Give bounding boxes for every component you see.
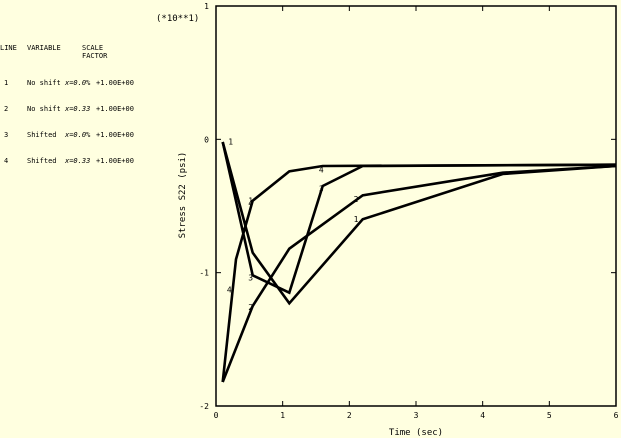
series-marker-label: 4 [319, 166, 324, 175]
legend-line-number: 4 [4, 156, 9, 165]
series-marker-label: 4 [248, 199, 253, 208]
series-marker-label: 2 [354, 195, 359, 204]
y-tick-label: -2 [199, 402, 209, 411]
series-marker-label: 2 [248, 303, 253, 312]
legend-row: 2 No shift x=0.33 +1.00E+00 [0, 105, 134, 114]
x-tick-label: 5 [547, 411, 552, 420]
legend-variable: Shifted [27, 130, 57, 139]
y-tick-label: -1 [199, 269, 209, 278]
legend-row: 1 No shift x=0.0% +1.00E+00 [0, 79, 134, 88]
legend-row: 4 Shifted x=0.33 +1.00E+00 [0, 156, 134, 166]
series-marker-label: 4 [227, 286, 232, 295]
legend-header-factor: FACTOR [82, 52, 108, 61]
legend-x: x=0.0% [65, 130, 91, 139]
axis-layer: 0 1 2 3 4 5 6 1 0 -1 -2 [199, 2, 618, 420]
legend-x: x=0.33 [65, 105, 91, 114]
legend-header-variable: VARIABLE [27, 44, 61, 53]
legend-line-number: 3 [4, 130, 9, 139]
series-line-2 [221, 164, 617, 383]
legend-scale-factor: +1.00E+00 [96, 156, 134, 165]
series-marker-label: 3 [248, 274, 253, 283]
chart-legend: LINE VARIABLE SCALE FACTOR 1 No shift x=… [0, 27, 134, 174]
series-marker-label: 3 [319, 184, 324, 193]
x-tick-label: 3 [414, 411, 419, 420]
legend-x: x=0.33 [65, 156, 91, 165]
legend-scale-factor: +1.00E+00 [96, 105, 134, 114]
y-tick-label: 0 [204, 135, 209, 144]
x-tick-label: 4 [480, 411, 485, 420]
series-layer [221, 141, 617, 383]
legend-line-number: 1 [4, 79, 9, 88]
y-axis-label: Stress S22 (psi) [178, 152, 188, 239]
x-tick-label: 6 [614, 411, 619, 420]
legend-variable: Shifted [27, 156, 57, 165]
x-tick-label: 2 [347, 411, 352, 420]
series-marker-label: 1 [248, 196, 253, 205]
x-tick-label: 1 [280, 411, 285, 420]
series-marker-label: 1 [228, 138, 233, 147]
legend-header-line: LINE [0, 44, 17, 53]
series-line-4 [221, 163, 617, 383]
y-tick-label: 1 [204, 2, 209, 11]
legend-scale-factor: +1.00E+00 [96, 79, 134, 88]
legend-line-number: 2 [4, 105, 9, 114]
x-axis-label: Time (sec) [389, 428, 443, 438]
legend-row: 3 Shifted x=0.0% +1.00E+00 [0, 130, 134, 140]
legend-header-scale: SCALE [82, 44, 104, 53]
x-tick-label: 0 [214, 411, 219, 420]
legend-scale-factor: +1.00E+00 [96, 130, 134, 139]
legend-variable: No shift [27, 79, 61, 88]
legend-header: LINE VARIABLE SCALE FACTOR [0, 44, 107, 62]
series-label-layer: 1 1 1 2 2 3 3 4 4 4 [227, 138, 359, 312]
plot-frame [215, 5, 617, 407]
legend-x: x=0.0% [65, 79, 91, 88]
y-axis-multiplier: (*10**1) [156, 14, 199, 24]
series-marker-label: 1 [354, 215, 359, 224]
legend-variable: No shift [27, 105, 61, 114]
